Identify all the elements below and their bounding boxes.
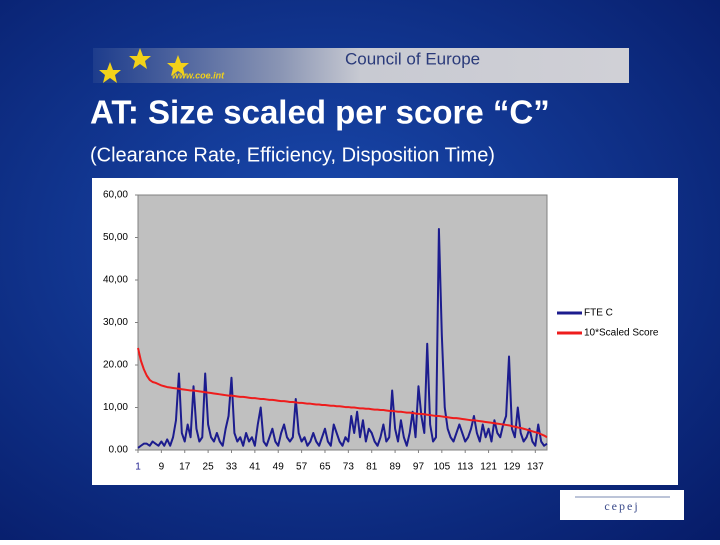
slide-subtitle: (Clearance Rate, Efficiency, Disposition… [90, 144, 495, 166]
x-tick-label: 49 [273, 462, 285, 473]
logo-text: cepej [604, 499, 639, 513]
x-tick-label: 57 [296, 462, 308, 473]
star [129, 48, 151, 69]
x-tick-label: 121 [480, 462, 497, 473]
footer-logo: cepej [560, 490, 684, 520]
y-tick-label: 50,00 [103, 232, 128, 243]
legend-label: 10*Scaled Score [584, 328, 659, 339]
chart-marks: 0.00 10,00 20.00 30,00 40,00 50,00 60,00 1 9 17 25… [103, 190, 659, 473]
x-tick-label: 25 [203, 462, 215, 473]
y-tick-label: 40,00 [103, 275, 128, 286]
logo-box [560, 490, 684, 520]
x-tick-label: 105 [433, 462, 450, 473]
star [99, 62, 121, 83]
x-tick-label: 137 [527, 462, 544, 473]
banner-org: Council of Europe [345, 49, 480, 68]
y-tick-label: 30,00 [103, 317, 128, 328]
x-tick-label: 73 [343, 462, 355, 473]
x-tick-label: 17 [179, 462, 191, 473]
banner-url: www.coe.int [172, 70, 225, 80]
x-tick-label: 89 [390, 462, 402, 473]
x-tick-label: 81 [366, 462, 378, 473]
x-tick-label: 41 [249, 462, 261, 473]
legend-label: FTE C [584, 308, 613, 319]
y-tick-label: 10,00 [103, 402, 128, 413]
y-tick-label: 60,00 [103, 190, 128, 201]
banner: www.coe.int Council of Europe [93, 48, 629, 83]
series-line [137, 347, 548, 439]
x-tick-label: 9 [159, 462, 165, 473]
slide-title: AT: Size scaled per score “C” [90, 94, 550, 131]
y-tick-label: 20.00 [103, 360, 128, 371]
x-tick-label: 113 [457, 462, 473, 473]
x-tick-label: 129 [504, 462, 521, 473]
series-line [137, 228, 548, 449]
x-tick-label: 65 [319, 462, 331, 473]
x-tick-label: 97 [413, 462, 425, 473]
plot-area [137, 194, 548, 451]
x-tick-label: 33 [226, 462, 238, 473]
y-tick-label: 0.00 [109, 445, 129, 456]
x-tick-label: 1 [135, 462, 141, 473]
star [167, 55, 189, 76]
